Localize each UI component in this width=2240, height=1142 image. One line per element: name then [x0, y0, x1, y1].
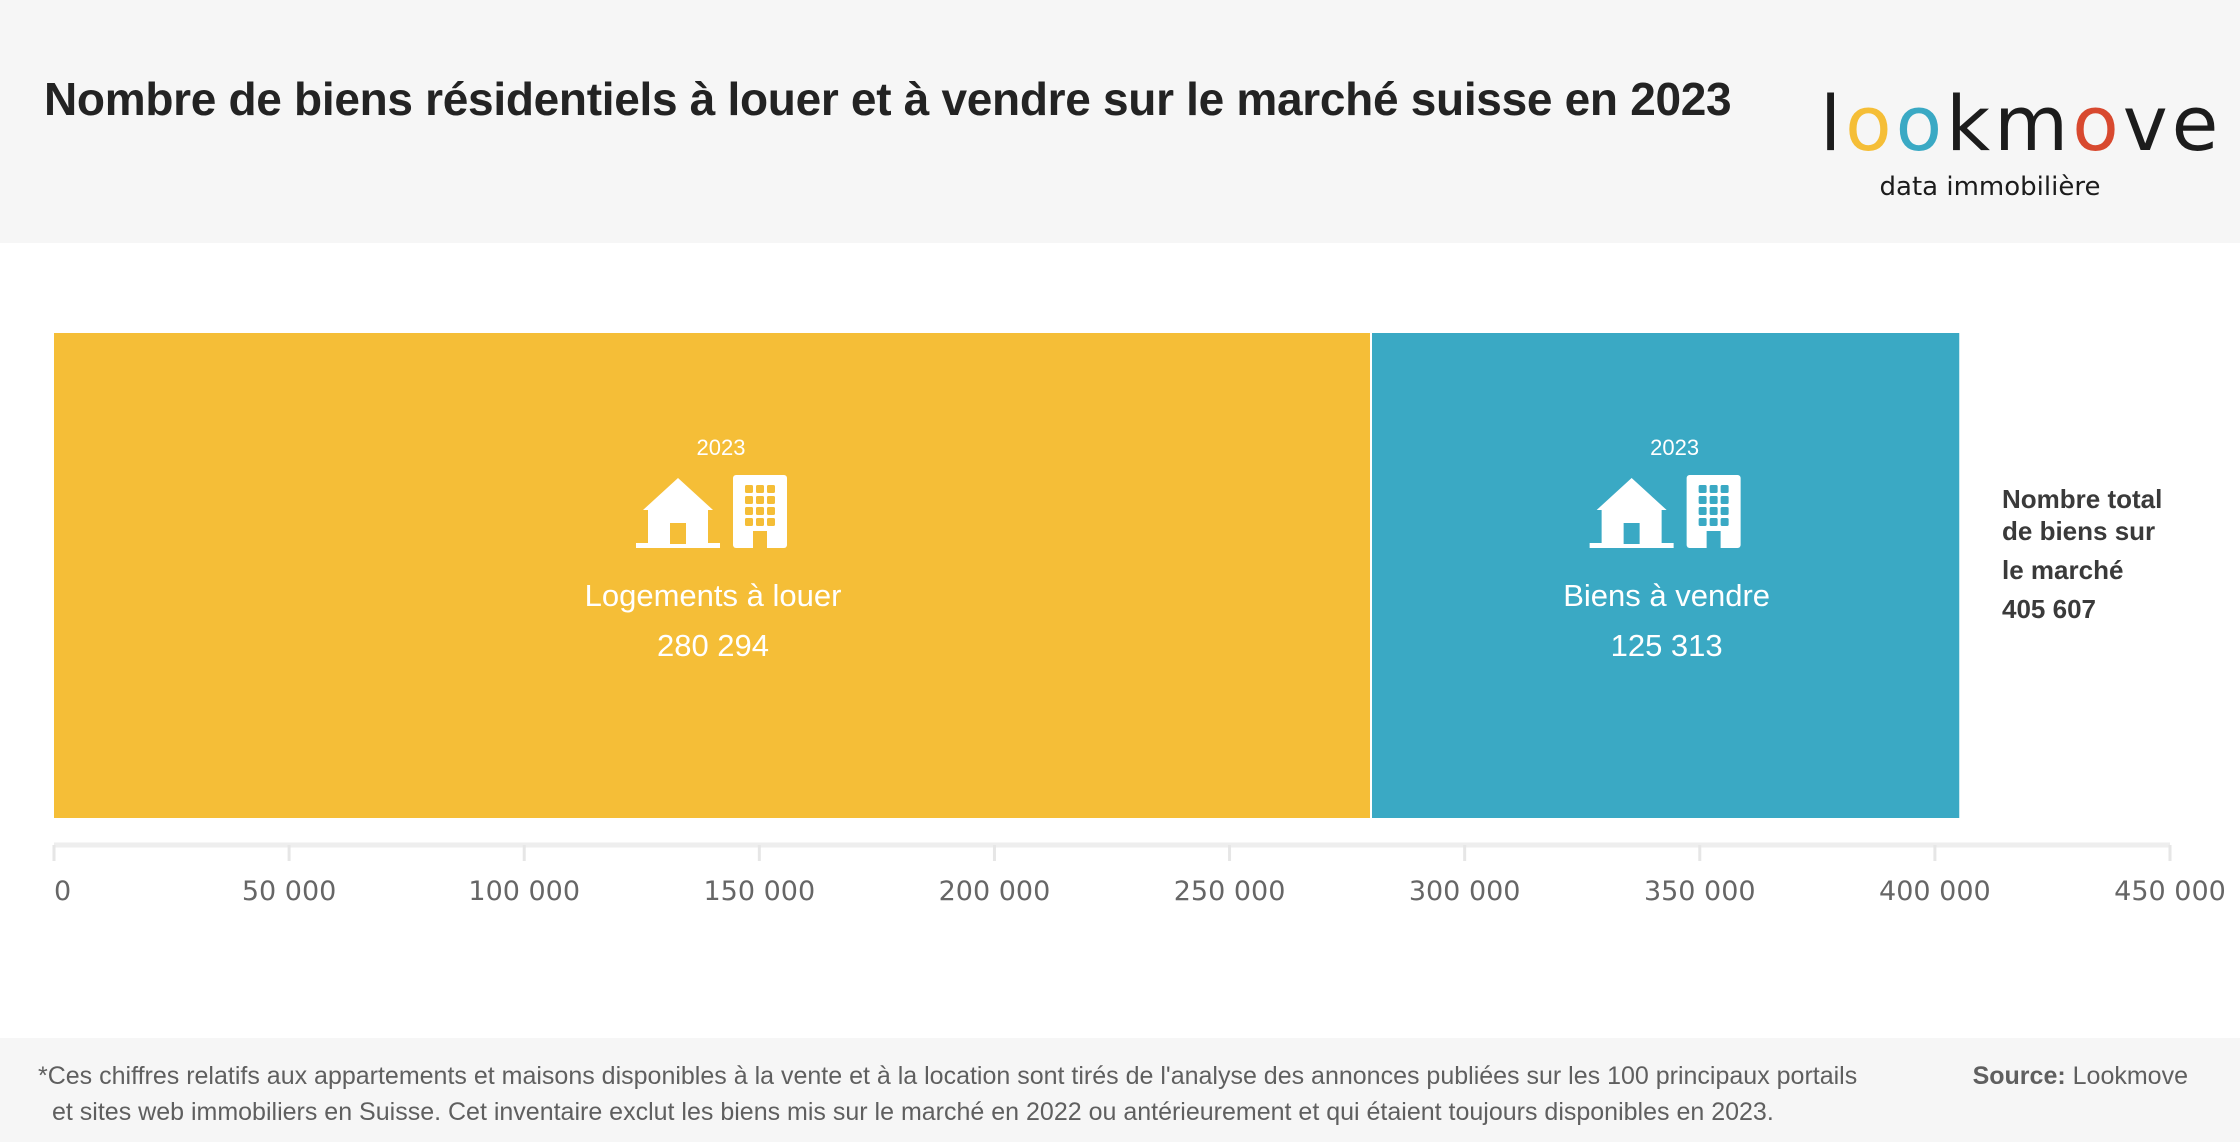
- logo-letter: m: [1994, 79, 2073, 168]
- x-tick-label: 300 000: [1409, 876, 1521, 907]
- total-annotation-label: Nombre total: [2002, 484, 2162, 514]
- source-label: Source:: [1972, 1062, 2066, 1090]
- total-annotation-value: 405 607: [2002, 594, 2096, 624]
- lookmove-logo: lookmove data immobilière: [1820, 86, 2218, 203]
- bar-value-label: 125 313: [1611, 628, 1723, 663]
- stacked-bar-chart: 2023 Logements à louer 280 294 2023 Biens à …: [52, 333, 2226, 907]
- logo-letter: k: [1946, 79, 1995, 168]
- source-value: Lookmove: [2072, 1062, 2188, 1090]
- bar-value-label: 280 294: [657, 628, 769, 663]
- bar-sale: [1372, 333, 1960, 818]
- logo-letter: l: [1820, 79, 1846, 168]
- house-icon: [1589, 478, 1674, 548]
- x-tick-label: 450 000: [2114, 876, 2226, 907]
- source-credit: Source: Lookmove: [1973, 1058, 2188, 1094]
- bar-category-label: Biens à vendre: [1563, 578, 1770, 613]
- logo-letter: o: [2072, 79, 2123, 168]
- x-tick-label: 150 000: [704, 876, 816, 907]
- x-tick-label: 0: [54, 876, 71, 907]
- x-tick-label: 200 000: [939, 876, 1051, 907]
- logo-letter: e: [2171, 79, 2223, 168]
- footer: *Ces chiffres relatifs aux appartements …: [0, 1038, 2240, 1142]
- x-tick-label: 350 000: [1644, 876, 1756, 907]
- building-icon: [733, 475, 788, 548]
- logo-tagline: data immobilière: [1879, 172, 2101, 202]
- x-tick-label: 100 000: [468, 876, 580, 907]
- footnote-line-2: et sites web immobiliers en Suisse. Cet …: [52, 1098, 1774, 1126]
- x-tick-label: 50 000: [242, 876, 336, 907]
- total-annotation-label: de biens sur: [2002, 516, 2155, 546]
- bar-rent: [54, 333, 1371, 818]
- footnote-line-1: *Ces chiffres relatifs aux appartements …: [38, 1062, 1858, 1090]
- chart-title: Nombre de biens résidentiels à louer et …: [44, 73, 1732, 125]
- logo-wordmark: lookmove: [1820, 86, 2218, 162]
- building-icon: [1686, 475, 1741, 548]
- bar-year-label: 2023: [1650, 435, 1699, 460]
- bar-year-label: 2023: [697, 435, 746, 460]
- house-icon: [636, 478, 721, 548]
- x-tick-label: 400 000: [1879, 876, 1991, 907]
- footnote: *Ces chiffres relatifs aux appartements …: [38, 1058, 1938, 1130]
- logo-letter: o: [1895, 79, 1947, 168]
- header: Nombre de biens résidentiels à louer et …: [0, 0, 2240, 243]
- logo-letter: o: [1845, 79, 1896, 168]
- bar-category-label: Logements à louer: [585, 578, 842, 613]
- logo-letter: v: [2122, 79, 2172, 168]
- x-tick-label: 250 000: [1174, 876, 1286, 907]
- total-annotation-label: le marché: [2002, 555, 2123, 585]
